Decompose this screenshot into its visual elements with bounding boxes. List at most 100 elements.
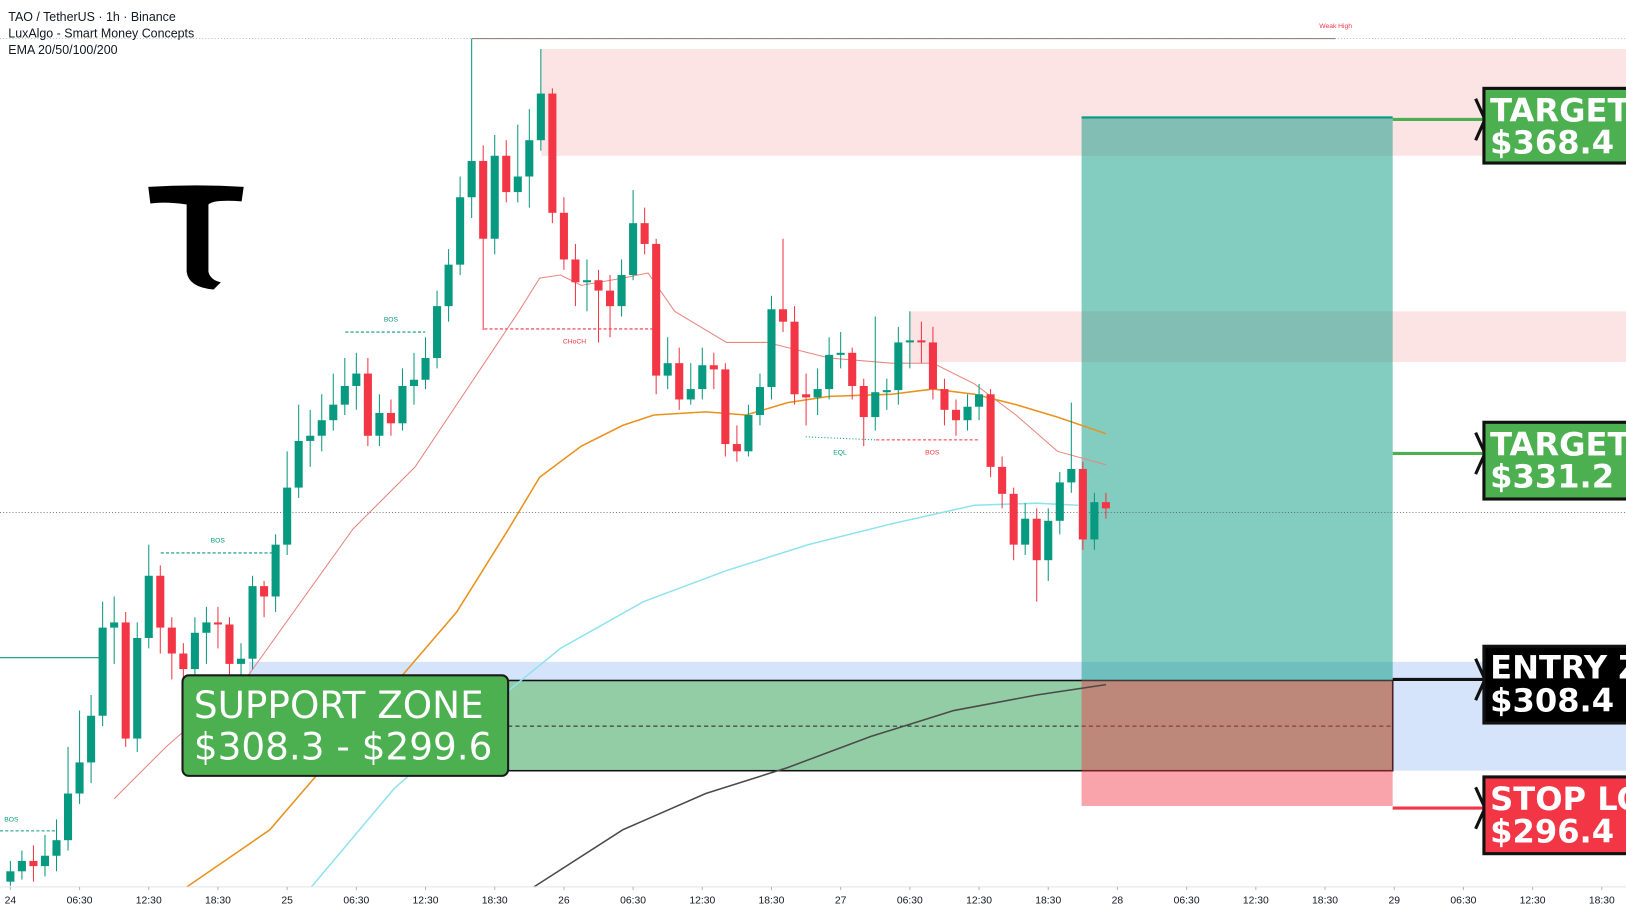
candle-body (1044, 520, 1053, 561)
candle-body (640, 223, 649, 244)
candle-body (409, 379, 419, 386)
candle-body (732, 444, 741, 452)
x-tick-label: 12:30 (1243, 895, 1269, 906)
candle-body (1021, 518, 1030, 545)
annotation: BOS (211, 538, 226, 545)
loss-area (1081, 680, 1393, 806)
target-title: TARGET O (1490, 425, 1626, 463)
candle-body (1078, 468, 1087, 540)
entry-box (1482, 644, 1626, 725)
candle-body (663, 363, 672, 376)
candle-body (571, 259, 580, 283)
candle-body (329, 404, 338, 421)
candle-body (629, 223, 638, 276)
entry-price: $308.4 (1490, 682, 1614, 720)
candle-body (859, 385, 868, 418)
candle-body (202, 622, 211, 633)
candle-body (52, 840, 61, 856)
candle-body (225, 624, 234, 664)
candle-body (294, 440, 303, 488)
x-tick-label: 28 (1112, 895, 1124, 906)
x-tick-label: 06:30 (620, 895, 646, 906)
candle-body (755, 387, 764, 416)
indicator-name: EMA 20/50/100/200 (8, 43, 117, 57)
candle-body (87, 715, 96, 763)
candle-body (144, 575, 153, 638)
x-axis: 24 06:30 12:30 18:30 25 06:30 12:30 18:30 26 06:3… (0, 886, 1626, 906)
candle-body (548, 93, 557, 213)
candle-body (306, 435, 315, 441)
candle-body (928, 342, 937, 390)
candle-body (502, 155, 511, 193)
x-tick-label: 06:30 (343, 895, 369, 906)
ema-line (186, 388, 1107, 888)
candle-body (882, 390, 891, 393)
support-label-title: SUPPORT ZONE (194, 683, 484, 727)
candle-body (433, 306, 442, 358)
annotation: Weak High (1319, 23, 1352, 30)
candle-body (894, 342, 903, 391)
candle-body (179, 653, 188, 670)
x-tick-label: 26 (558, 895, 570, 906)
x-tick-label: 06:30 (67, 895, 93, 906)
x-tick-label: 29 (1388, 895, 1400, 906)
candle-body (64, 793, 73, 841)
annotation: BOS (384, 317, 399, 324)
candle-body (1101, 502, 1110, 509)
candle-body (1032, 518, 1041, 561)
x-tick-label: 12:30 (689, 895, 715, 906)
x-tick-label: 06:30 (897, 895, 923, 906)
candle-body (1055, 482, 1064, 521)
candle-body (963, 406, 972, 421)
annotation: EQL (833, 449, 847, 456)
candle-body (340, 385, 349, 405)
candle-body (375, 412, 384, 436)
candle-body (444, 264, 453, 307)
support-label-range: $308.3 - $299.6 (194, 724, 492, 768)
x-tick-label: 12:30 (966, 895, 992, 906)
candle-body (317, 420, 326, 436)
x-tick-label: 18:30 (1589, 895, 1615, 906)
candle-body (17, 860, 26, 872)
eql-line (805, 436, 877, 441)
candle-body (121, 622, 130, 739)
annotation: BOS (925, 449, 940, 456)
stop-price: $296.4 (1490, 812, 1614, 850)
support-label-box (181, 674, 510, 777)
x-tick-label: 12:30 (413, 895, 439, 906)
target-price: $331.2 (1490, 458, 1614, 496)
x-tick-label: 27 (835, 895, 847, 906)
candle-body (260, 586, 269, 597)
candle-body (905, 340, 914, 343)
target-box (1482, 86, 1626, 165)
candle-body (271, 544, 280, 597)
candle-body (490, 155, 499, 239)
candle-body (871, 392, 880, 418)
candle-body (513, 176, 522, 193)
x-tick-label: 18:30 (482, 895, 508, 906)
candle-body (767, 309, 776, 388)
candle-body (790, 321, 799, 395)
candle-body (802, 394, 811, 398)
candle-body (110, 622, 119, 628)
candle-body (363, 373, 372, 436)
candle-body (698, 365, 707, 390)
candle-body (467, 160, 476, 198)
x-tick-label: 12:30 (136, 895, 162, 906)
candle-body (456, 197, 465, 265)
candle-body (156, 575, 165, 628)
x-tick-label: 24 (5, 895, 17, 906)
candle-body (75, 762, 84, 794)
candle-body (559, 212, 568, 260)
candle-body (248, 586, 257, 659)
candle-body (617, 275, 626, 307)
candle-body (421, 357, 430, 380)
x-tick-label: 06:30 (1174, 895, 1200, 906)
candle-body (744, 415, 753, 452)
candle-body (594, 280, 603, 291)
candle-body (825, 354, 834, 390)
stop-title: STOP LOS (1490, 780, 1626, 818)
candle-body (998, 466, 1007, 494)
